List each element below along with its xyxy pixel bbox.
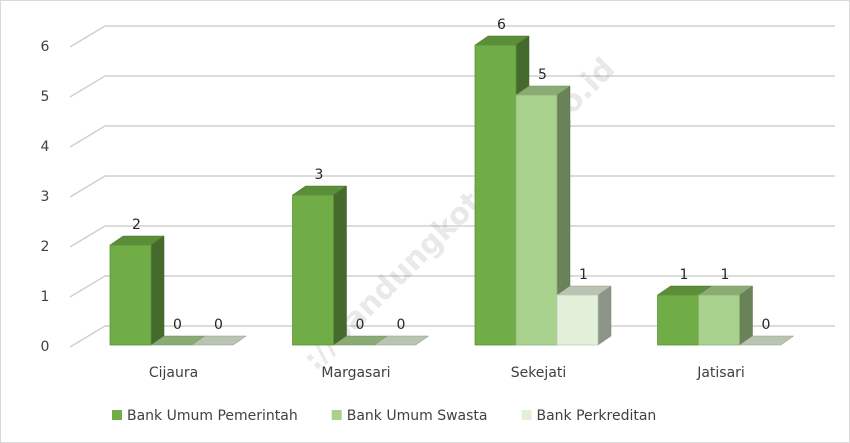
y-tick-label: 6 [41, 39, 50, 55]
data-label: 0 [214, 317, 223, 333]
bar-top [738, 335, 795, 346]
y-tick-label: 4 [41, 139, 50, 155]
y-tick-label: 5 [41, 89, 50, 105]
y-tick-label: 3 [41, 189, 50, 205]
data-label: 0 [356, 317, 365, 333]
bar [292, 194, 334, 346]
y-tick-label: 1 [41, 289, 50, 305]
legend-label: Bank Umum Pemerintah [127, 408, 298, 424]
data-label: 6 [497, 17, 506, 33]
data-label: 0 [397, 317, 406, 333]
legend-swatch [112, 410, 122, 420]
x-tick-label: Jatisari [696, 365, 745, 381]
data-label: 1 [680, 267, 689, 283]
data-label: 5 [538, 67, 547, 83]
grid-line [69, 75, 835, 98]
grid-line [69, 175, 835, 198]
x-tick-label: Sekejati [511, 365, 567, 381]
grid-line [69, 125, 835, 148]
bar-side [739, 285, 753, 346]
x-tick-label: Cijaura [149, 365, 198, 381]
bar-top [191, 335, 247, 346]
legend-label: Bank Umum Swasta [347, 408, 488, 424]
data-label: 0 [173, 317, 182, 333]
data-label: 1 [579, 267, 588, 283]
bar [556, 294, 599, 346]
grid-line [69, 25, 835, 48]
bar-side [333, 185, 347, 346]
bar [474, 44, 517, 346]
bar [698, 294, 740, 346]
data-label: 1 [721, 267, 730, 283]
legend-swatch [331, 410, 342, 420]
data-label: 3 [315, 167, 324, 183]
bar [109, 244, 152, 346]
grid-line [69, 225, 835, 248]
bar-top [373, 335, 430, 346]
grid-line [69, 275, 835, 298]
bar-side [597, 285, 612, 346]
legend-label: Bank Perkreditan [536, 408, 656, 424]
y-tick-label: 0 [41, 339, 50, 355]
x-tick-label: Margasari [321, 365, 390, 381]
data-label: 2 [132, 217, 141, 233]
bar-side [150, 235, 165, 346]
bar [657, 294, 699, 346]
legend-swatch [521, 410, 532, 420]
data-label: 0 [762, 317, 771, 333]
bar [515, 94, 558, 346]
y-tick-label: 2 [41, 239, 50, 255]
